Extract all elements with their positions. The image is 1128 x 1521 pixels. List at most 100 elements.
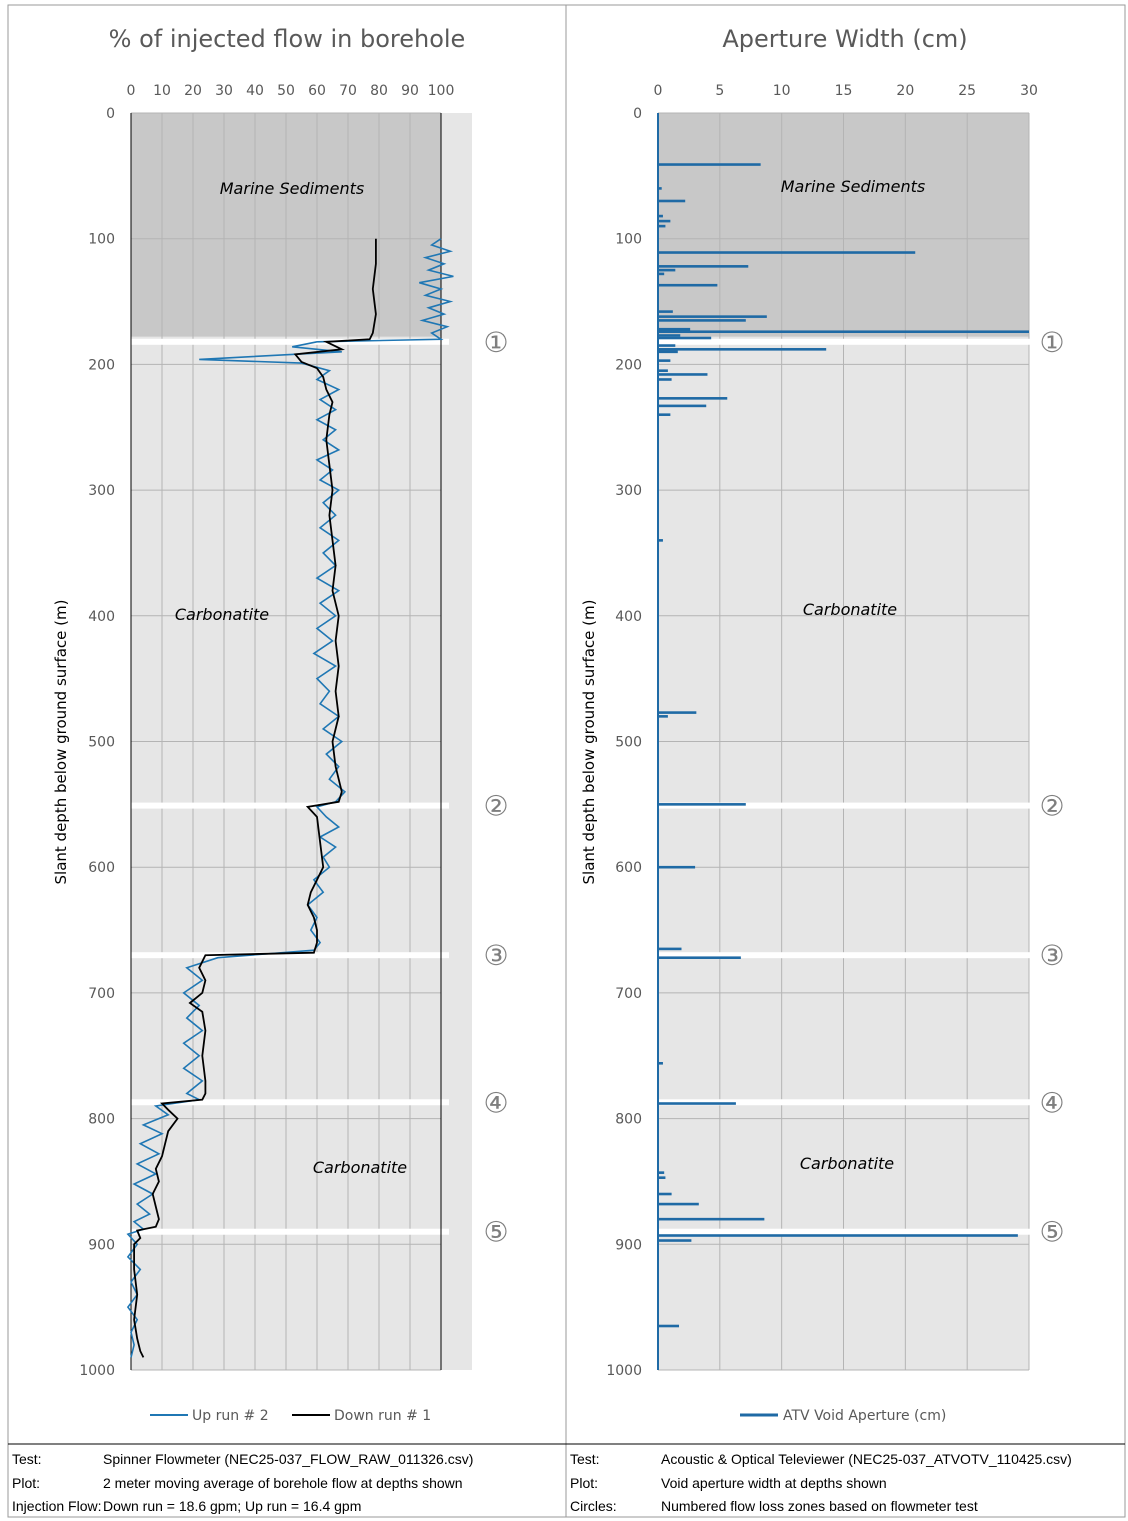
footer-right-value-0: Acoustic & Optical Televiewer (NEC25-037… <box>661 1451 1072 1467</box>
footer-left-label-1: Plot: <box>12 1475 40 1491</box>
loss-zone-marker-1: ① <box>1039 326 1064 359</box>
loss-zone-line-2 <box>658 802 1037 809</box>
aperture-bar <box>658 803 746 806</box>
loss-zone-line-5 <box>131 1228 449 1235</box>
x-tick-label: 0 <box>127 83 136 99</box>
y-tick-label: 500 <box>615 735 642 751</box>
x-tick-label: 100 <box>428 83 455 99</box>
footer-left-value-2: Down run = 18.6 gpm; Up run = 16.4 gpm <box>103 1498 361 1514</box>
aperture-bar <box>658 187 662 190</box>
x-tick-label: 40 <box>246 83 264 99</box>
loss-zone-line-4 <box>658 1099 1037 1106</box>
loss-zone-line-2 <box>131 802 449 809</box>
flow-loss-markers: ① ② ③ ④ ⑤ <box>483 326 508 1249</box>
flow-y-axis-label: Slant depth below ground surface (m) <box>52 600 70 885</box>
y-tick-label: 800 <box>615 1112 642 1128</box>
loss-zone-marker-4: ④ <box>1039 1086 1064 1119</box>
aperture-bar <box>658 1102 736 1105</box>
aperture-bar <box>658 1239 692 1242</box>
aperture-y-axis-label: Slant depth below ground surface (m) <box>580 600 598 885</box>
aperture-bar <box>658 163 761 166</box>
aperture-bar <box>658 350 678 354</box>
flow-legend: Up run # 2 Down run # 1 <box>150 1408 431 1424</box>
x-tick-label: 5 <box>715 83 724 99</box>
aperture-bar <box>658 1061 663 1065</box>
x-tick-label: 50 <box>277 83 295 99</box>
aperture-zone-label-carbonatite-lower: Carbonatite <box>800 1154 894 1173</box>
loss-zone-line-1 <box>658 338 1037 345</box>
y-tick-label: 100 <box>615 232 642 248</box>
aperture-bar <box>658 865 696 869</box>
y-tick-label: 200 <box>88 357 115 373</box>
aperture-bar <box>658 1176 666 1179</box>
loss-zone-marker-3: ③ <box>483 939 508 972</box>
y-tick-label: 500 <box>88 735 115 751</box>
flow-zone-label-carbonatite-upper: Carbonatite <box>175 605 269 624</box>
y-tick-label: 600 <box>88 860 115 876</box>
x-tick-label: 70 <box>339 83 357 99</box>
footer-right-value-2: Numbered flow loss zones based on flowme… <box>661 1498 978 1514</box>
flow-zone-label-carbonatite-lower: Carbonatite <box>313 1158 407 1177</box>
y-tick-label: 300 <box>615 483 642 499</box>
aperture-bar <box>658 336 712 340</box>
loss-zone-marker-5: ⑤ <box>483 1216 508 1249</box>
aperture-bar <box>658 319 746 322</box>
aperture-bar <box>658 219 671 223</box>
aperture-bar <box>658 330 1029 334</box>
footer-left-value-0: Spinner Flowmeter (NEC25-037_FLOW_RAW_01… <box>103 1451 473 1467</box>
y-tick-label: 900 <box>615 1237 642 1253</box>
aperture-bar <box>658 265 749 268</box>
loss-zone-line-5 <box>658 1228 1037 1235</box>
aperture-bar <box>658 1234 1018 1237</box>
x-tick-label: 90 <box>401 83 419 99</box>
loss-zone-marker-5: ⑤ <box>1039 1216 1064 1249</box>
aperture-loss-markers: ① ② ③ ④ ⑤ <box>1039 326 1064 1249</box>
loss-zone-marker-2: ② <box>483 790 508 823</box>
y-tick-label: 800 <box>88 1112 115 1128</box>
aperture-bar <box>658 224 666 228</box>
footer-left-value-1: 2 meter moving average of borehole flow … <box>103 1475 463 1491</box>
x-tick-label: 10 <box>773 83 791 99</box>
aperture-bar <box>658 956 741 960</box>
aperture-bar <box>658 359 671 362</box>
aperture-bar <box>658 327 691 331</box>
y-tick-label: 1000 <box>79 1363 115 1379</box>
y-tick-label: 100 <box>88 232 115 248</box>
aperture-bar <box>658 348 827 351</box>
aperture-bar <box>658 373 708 376</box>
aperture-bar <box>658 369 668 372</box>
flow-tick-labels: 0 10 20 30 40 50 60 70 80 90 100010020030040050060… <box>79 83 454 1379</box>
x-tick-label: 20 <box>184 83 202 99</box>
y-tick-label: 1000 <box>606 1363 642 1379</box>
aperture-bar <box>658 711 697 714</box>
y-tick-label: 700 <box>88 986 115 1002</box>
aperture-bar <box>658 539 663 542</box>
aperture-bar <box>658 947 682 951</box>
y-tick-label: 900 <box>88 1237 115 1253</box>
aperture-bar <box>658 283 718 287</box>
aperture-bar <box>658 378 672 381</box>
loss-zone-marker-4: ④ <box>483 1086 508 1119</box>
footer-left-label-2: Injection Flow: <box>12 1498 101 1514</box>
x-tick-label: 25 <box>958 83 976 99</box>
y-tick-label: 600 <box>615 860 642 876</box>
x-tick-label: 60 <box>308 83 326 99</box>
x-tick-label: 30 <box>1020 83 1038 99</box>
aperture-bar <box>658 1324 680 1328</box>
aperture-bar <box>658 272 665 276</box>
aperture-bar <box>658 413 671 416</box>
aperture-bar <box>658 1192 672 1196</box>
footer-left: Test: Spinner Flowmeter (NEC25-037_FLOW_… <box>12 1451 473 1514</box>
legend-label-up-run: Up run # 2 <box>192 1408 269 1424</box>
series-down-run-line <box>133 238 377 1358</box>
y-tick-label: 700 <box>615 986 642 1002</box>
aperture-bar <box>658 1171 665 1174</box>
aperture-zone-label-marine: Marine Sediments <box>781 177 925 196</box>
x-tick-label: 20 <box>896 83 914 99</box>
aperture-zone-label-carbonatite-upper: Carbonatite <box>803 600 897 619</box>
loss-zone-marker-2: ② <box>1039 790 1064 823</box>
aperture-bar <box>658 214 663 218</box>
aperture-bar <box>658 397 728 400</box>
aperture-legend: ATV Void Aperture (cm) <box>740 1408 946 1424</box>
